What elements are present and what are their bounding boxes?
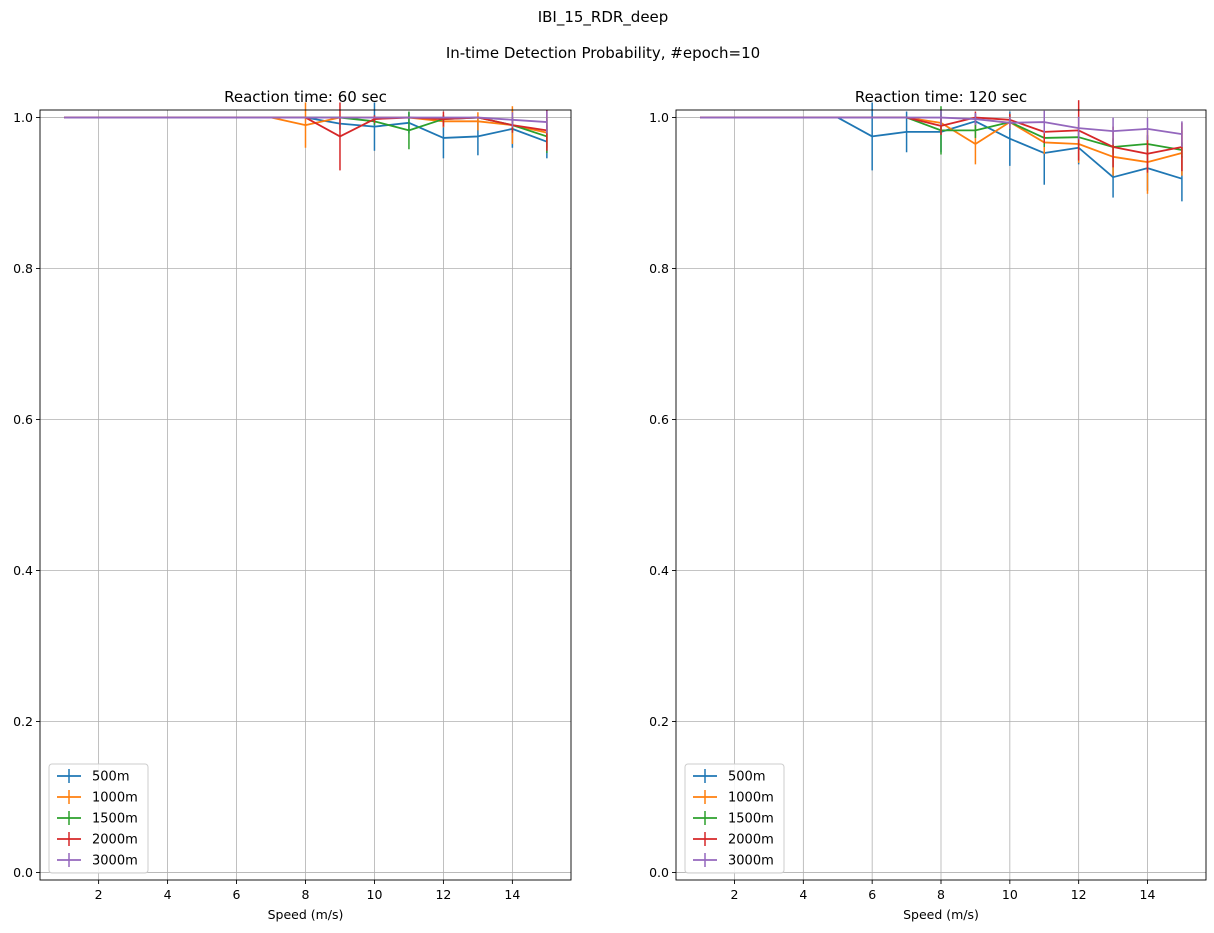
y-tick-label: 0.0 — [649, 865, 669, 880]
axes-title: Reaction time: 60 sec — [224, 88, 387, 106]
chart-panel-reaction-60: 2 4 6 8 10 12 14 0.0 0.2 0.4 0.6 0.8 1.0 Reaction tim… — [13, 88, 572, 922]
axes-title: Reaction time: 120 sec — [855, 88, 1027, 106]
legend-label: 3000m — [92, 854, 138, 869]
y-tick-label: 0.0 — [13, 865, 33, 880]
series-line — [64, 116, 547, 123]
legend-box — [48, 763, 149, 874]
y-tick-label: 1.0 — [649, 110, 669, 125]
legend-label: 1000m — [728, 791, 774, 806]
series-1000m — [64, 102, 548, 148]
y-tick-label: 0.6 — [13, 412, 33, 427]
legend-label: 2000m — [728, 833, 774, 848]
x-tick-label: 8 — [937, 887, 945, 902]
legend-label: 2000m — [92, 833, 138, 848]
legend-item: 2000m — [693, 832, 774, 848]
legend-item: 1000m — [693, 790, 774, 806]
x-tick-label: 12 — [1071, 887, 1087, 902]
x-tick-label: 4 — [799, 887, 807, 902]
y-tick-label: 0.4 — [649, 563, 669, 578]
y-tick-label: 0.8 — [13, 261, 33, 276]
series-line — [700, 116, 1183, 136]
legend-label: 500m — [92, 770, 129, 785]
series-3000m — [700, 110, 1183, 147]
legend-item: 3000m — [57, 853, 138, 869]
legend-item: 1500m — [57, 811, 138, 827]
x-tick-label: 4 — [164, 887, 172, 902]
legend-label: 1500m — [92, 812, 138, 827]
y-tick-label: 1.0 — [13, 110, 33, 125]
y-tick-label: 0.2 — [13, 714, 33, 729]
x-tick-label: 10 — [367, 887, 383, 902]
figure-title: IBI_15_RDR_deep — [538, 8, 669, 27]
x-axis-label: Speed (m/s) — [903, 907, 979, 922]
x-tick-label: 14 — [1140, 887, 1156, 902]
series-group — [64, 102, 548, 171]
y-tick-label: 0.8 — [649, 261, 669, 276]
x-tick-label: 6 — [868, 887, 876, 902]
legend-label: 1000m — [92, 791, 138, 806]
x-tick-label: 2 — [731, 887, 739, 902]
chart-panel-reaction-120: 2 4 6 8 10 12 14 0.0 0.2 0.4 0.6 0.8 1.0 Reaction tim… — [649, 88, 1207, 922]
legend-item: 500m — [57, 769, 129, 785]
x-tick-label: 12 — [435, 887, 451, 902]
legend-item: 500m — [693, 769, 765, 785]
legend: 500m 1000m 1500m 2000m 3000m — [48, 763, 149, 874]
legend-item: 1500m — [693, 811, 774, 827]
x-tick-label: 2 — [95, 887, 103, 902]
x-tick-label: 10 — [1002, 887, 1018, 902]
legend-label: 1500m — [728, 812, 774, 827]
legend-label: 500m — [728, 770, 765, 785]
legend-item: 1000m — [57, 790, 138, 806]
series-group — [700, 100, 1183, 202]
y-tick-label: 0.4 — [13, 563, 33, 578]
series-3000m — [64, 110, 548, 134]
y-tick-label: 0.6 — [649, 412, 669, 427]
legend-label: 3000m — [728, 854, 774, 869]
x-tick-label: 6 — [233, 887, 241, 902]
x-tick-label: 8 — [302, 887, 310, 902]
x-axis-label: Speed (m/s) — [268, 907, 344, 922]
legend-box — [684, 763, 785, 874]
legend: 500m 1000m 1500m 2000m 3000m — [684, 763, 785, 874]
legend-item: 3000m — [693, 853, 774, 869]
y-tick-label: 0.2 — [649, 714, 669, 729]
x-tick-label: 14 — [504, 887, 520, 902]
legend-item: 2000m — [57, 832, 138, 848]
figure-subtitle: In-time Detection Probability, #epoch=10 — [446, 44, 760, 62]
